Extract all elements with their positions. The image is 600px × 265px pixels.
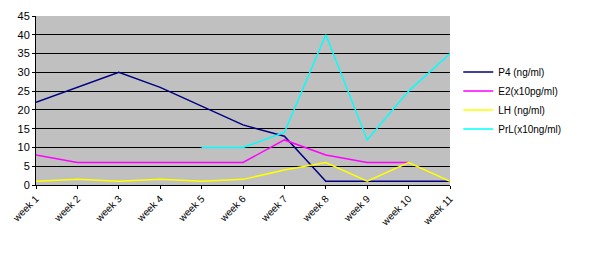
svg-text:week 8: week 8 [300,193,331,224]
svg-text:20: 20 [18,104,30,116]
svg-text:week 3: week 3 [93,193,124,224]
svg-text:week 2: week 2 [51,193,82,224]
svg-text:30: 30 [18,66,30,78]
svg-text:P4 (ng/ml): P4 (ng/ml) [498,67,544,78]
svg-text:15: 15 [18,123,30,135]
svg-text:week 6: week 6 [217,193,248,224]
svg-text:week 7: week 7 [258,193,289,224]
svg-text:week 1: week 1 [10,193,41,224]
svg-text:PrL(x10ng/ml): PrL(x10ng/ml) [498,124,561,135]
svg-text:week 9: week 9 [341,193,372,224]
svg-text:35: 35 [18,47,30,59]
svg-text:5: 5 [24,160,30,172]
svg-text:10: 10 [18,141,30,153]
svg-text:0: 0 [24,179,30,191]
svg-text:45: 45 [18,10,30,22]
svg-text:E2(x10pg/ml): E2(x10pg/ml) [498,86,557,97]
svg-text:week 5: week 5 [176,193,207,224]
svg-text:40: 40 [18,29,30,41]
svg-text:week 4: week 4 [134,193,165,224]
svg-text:25: 25 [18,85,30,97]
svg-text:LH (ng/ml): LH (ng/ml) [498,105,545,116]
svg-text:week 10: week 10 [379,193,414,228]
svg-text:week 11: week 11 [421,193,456,228]
